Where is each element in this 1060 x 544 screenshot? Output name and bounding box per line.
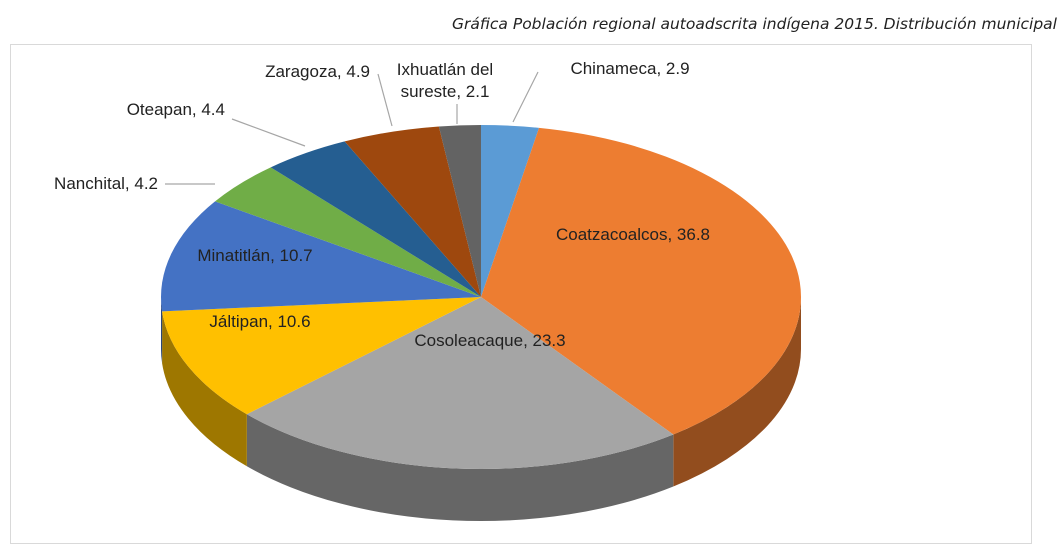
leader-line bbox=[377, 73, 393, 127]
slice-side bbox=[673, 297, 801, 487]
slice-side bbox=[162, 311, 247, 467]
data-label: Minatitlán, 10.7 bbox=[197, 246, 313, 265]
slice-side bbox=[246, 414, 674, 521]
data-label: Oteapan, 4.4 bbox=[126, 100, 225, 119]
leader-line bbox=[231, 118, 306, 147]
data-label: Chinameca, 2.9 bbox=[570, 59, 690, 78]
data-label: Nanchital, 4.2 bbox=[54, 174, 158, 193]
chart-title: Gráfica Población regional autoadscrita … bbox=[452, 15, 1057, 33]
slice bbox=[438, 125, 481, 297]
data-label: Cosoleacaque, 23.3 bbox=[414, 331, 566, 350]
data-label: Jáltipan, 10.6 bbox=[209, 312, 311, 331]
slice bbox=[161, 201, 482, 312]
data-label: Coatzacoalcos, 36.8 bbox=[555, 225, 711, 244]
data-label: Ixhuatlán del sureste, 2.1 bbox=[396, 60, 494, 101]
slice bbox=[162, 297, 481, 415]
data-label: Zaragoza, 4.9 bbox=[265, 62, 370, 81]
slice-side bbox=[161, 297, 163, 364]
slice bbox=[344, 126, 481, 297]
leader-line bbox=[512, 71, 539, 123]
slice bbox=[270, 141, 481, 297]
slice bbox=[481, 127, 801, 435]
slice bbox=[215, 167, 481, 297]
slice bbox=[481, 125, 540, 297]
slice bbox=[246, 297, 674, 469]
